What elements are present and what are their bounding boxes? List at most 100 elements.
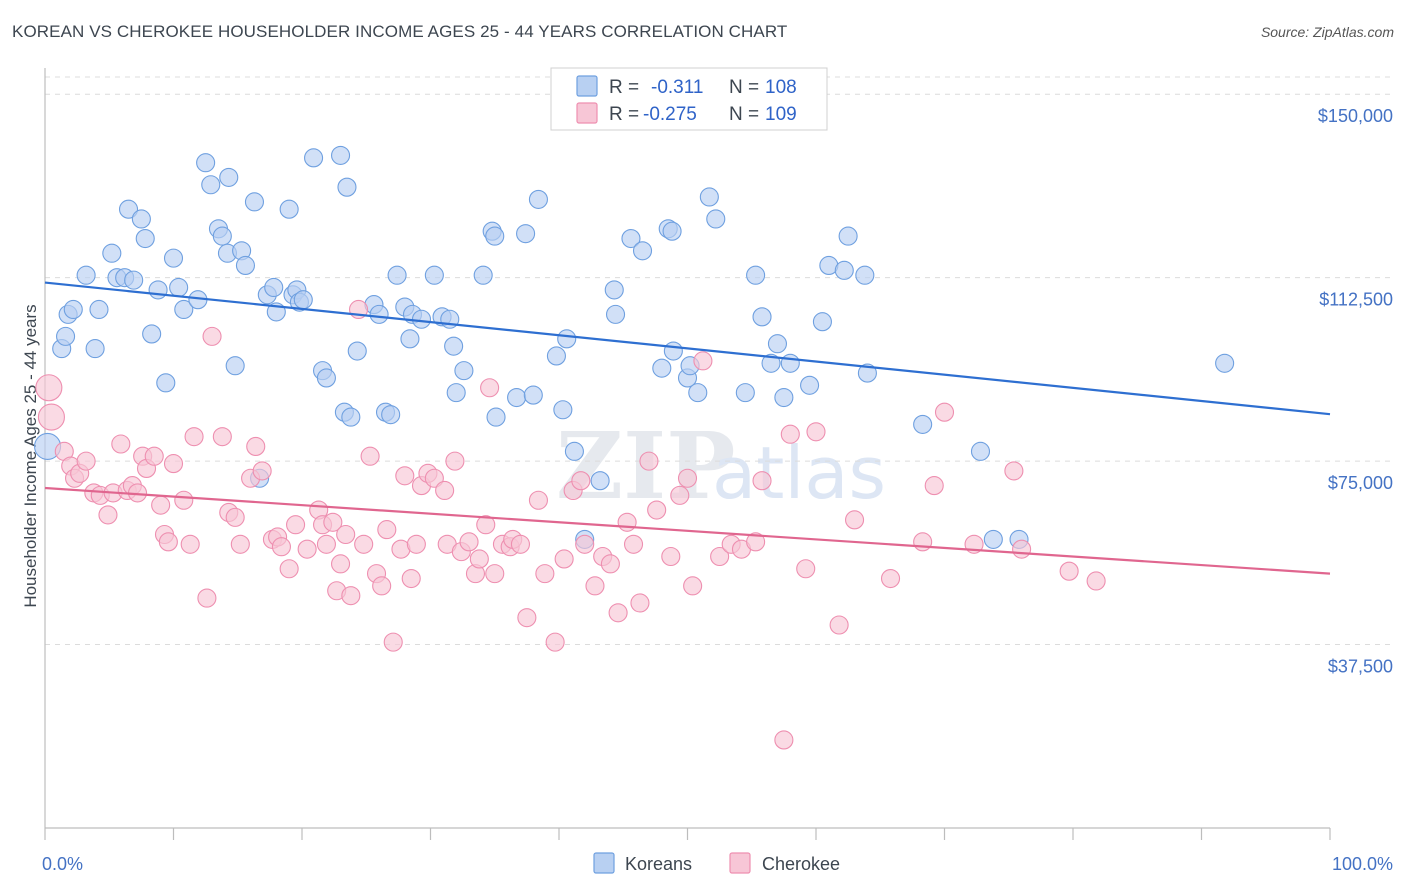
legend-n-value-koreans: 108 — [765, 77, 797, 98]
korean-point-72 — [546, 346, 566, 366]
source-label: Source: ZipAtlas.com — [1260, 24, 1394, 40]
tick-labels: $37,500 $75,000 $112,500 $150,000 0.0% 100.0% — [42, 106, 1393, 874]
legend-r-value-cherokee: -0.275 — [643, 104, 697, 125]
cherokee-point-68 — [469, 549, 489, 569]
trend-lines — [44, 281, 1331, 575]
legend-n-label-koreans: N = — [729, 77, 759, 98]
cherokee-point-20 — [158, 532, 178, 552]
cherokee-point-33 — [252, 461, 272, 481]
chart-title: KOREAN VS CHEROKEE HOUSEHOLDER INCOME AG… — [12, 22, 788, 41]
korean-point-95 — [767, 334, 788, 354]
legend-n-label-cherokee: N = — [729, 104, 759, 125]
korean-point-70 — [523, 385, 543, 405]
legend-swatch-koreans — [576, 75, 598, 97]
korean-point-85 — [663, 341, 683, 361]
cherokee-point-108 — [880, 568, 901, 589]
bottom-legend-koreans: Koreans — [625, 854, 692, 874]
korean-point-52 — [381, 405, 401, 425]
cherokee-point-79 — [545, 632, 565, 652]
korean-point-78 — [604, 280, 624, 300]
cherokee-point-96 — [683, 576, 703, 596]
korean-point-48 — [347, 341, 367, 361]
korean-point-13 — [131, 209, 151, 229]
korean-point-27 — [219, 167, 239, 187]
korean-point-81 — [632, 241, 653, 261]
cherokee-point-69 — [476, 515, 496, 535]
cherokee-point-110 — [924, 476, 944, 496]
korean-point-82 — [652, 358, 672, 378]
legend-box: R = -0.311 N = 108 R = -0.275 N = 109 — [550, 67, 828, 131]
korean-point-58 — [424, 265, 444, 285]
korean-point-44 — [330, 145, 351, 165]
korean-point-55 — [400, 329, 420, 349]
korean-point-7 — [89, 299, 109, 320]
bottom-legend-swatch-koreans — [593, 852, 615, 874]
cherokee-point-11 — [111, 434, 131, 454]
cherokee-point-95 — [677, 468, 698, 488]
korean-point-67 — [486, 407, 506, 427]
korean-point-75 — [564, 441, 584, 461]
cherokee-point-78 — [535, 564, 555, 584]
korean-point-18 — [163, 248, 184, 268]
cherokee-point-97 — [693, 351, 713, 371]
series-cherokee — [35, 299, 1106, 750]
cherokee-point-84 — [585, 576, 605, 596]
cherokee-point-89 — [623, 534, 644, 554]
cherokee-point-106 — [829, 615, 849, 635]
korean-point-34 — [264, 277, 284, 298]
korean-point-22 — [196, 153, 216, 173]
korean-point-102 — [838, 226, 858, 246]
y-tick-label-0: $37,500 — [1328, 657, 1393, 677]
cherokee-point-70 — [480, 378, 500, 398]
korean-point-28 — [225, 356, 245, 376]
korean-point-57 — [411, 309, 432, 329]
korean-point-40 — [293, 290, 313, 310]
cherokee-point-80 — [554, 549, 574, 569]
korean-point-69 — [516, 224, 536, 244]
cherokee-point-37 — [279, 559, 299, 579]
cherokee-point-64 — [445, 451, 465, 471]
legend-n-value-cherokee: 109 — [765, 104, 797, 125]
cherokee-point-102 — [752, 471, 772, 491]
legend-r-label-koreans: R = — [609, 77, 639, 98]
cherokee-point-26 — [202, 326, 222, 346]
korean-point-63 — [454, 361, 474, 381]
korean-point-99 — [812, 312, 832, 332]
cherokee-point-61 — [424, 468, 444, 488]
bottom-legend: Koreans Cherokee — [593, 852, 840, 874]
cherokee-point-56 — [395, 466, 415, 486]
korean-point-96 — [774, 387, 794, 408]
korean-point-15 — [142, 324, 162, 344]
watermark-atlas: atlas — [712, 431, 886, 515]
cherokee-point-115 — [1086, 571, 1106, 591]
korean-point-17 — [156, 373, 176, 393]
cherokee-point-24 — [184, 427, 204, 447]
legend-r-label-cherokee: R = — [609, 104, 639, 125]
korean-point-91 — [735, 383, 755, 403]
cherokee-point-39 — [297, 539, 317, 559]
series-koreans — [34, 145, 1235, 549]
korean-point-5 — [76, 265, 96, 285]
cherokee-point-22 — [174, 490, 194, 510]
cherokee-point-71 — [485, 564, 505, 584]
cherokee-point-1 — [37, 403, 65, 431]
cherokee-point-86 — [600, 554, 620, 574]
cherokee-point-103 — [780, 424, 800, 444]
korean-point-101 — [834, 260, 854, 280]
korean-point-90 — [706, 209, 726, 229]
cherokee-point-93 — [661, 546, 681, 567]
cherokee-point-25 — [197, 588, 217, 608]
korean-point-94 — [761, 353, 781, 373]
cherokee-point-32 — [246, 436, 266, 456]
cherokee-point-101 — [746, 532, 766, 552]
korean-point-50 — [369, 304, 389, 324]
cherokee-point-62 — [435, 480, 455, 501]
cherokee-point-42 — [316, 534, 336, 554]
cherokee-point-43 — [323, 512, 343, 532]
y-tick-label-1: $75,000 — [1328, 473, 1393, 493]
cherokee-point-116 — [1012, 539, 1032, 559]
cherokee-point-105 — [806, 422, 826, 442]
cherokee-point-49 — [354, 534, 374, 554]
cherokee-point-18 — [151, 495, 171, 515]
